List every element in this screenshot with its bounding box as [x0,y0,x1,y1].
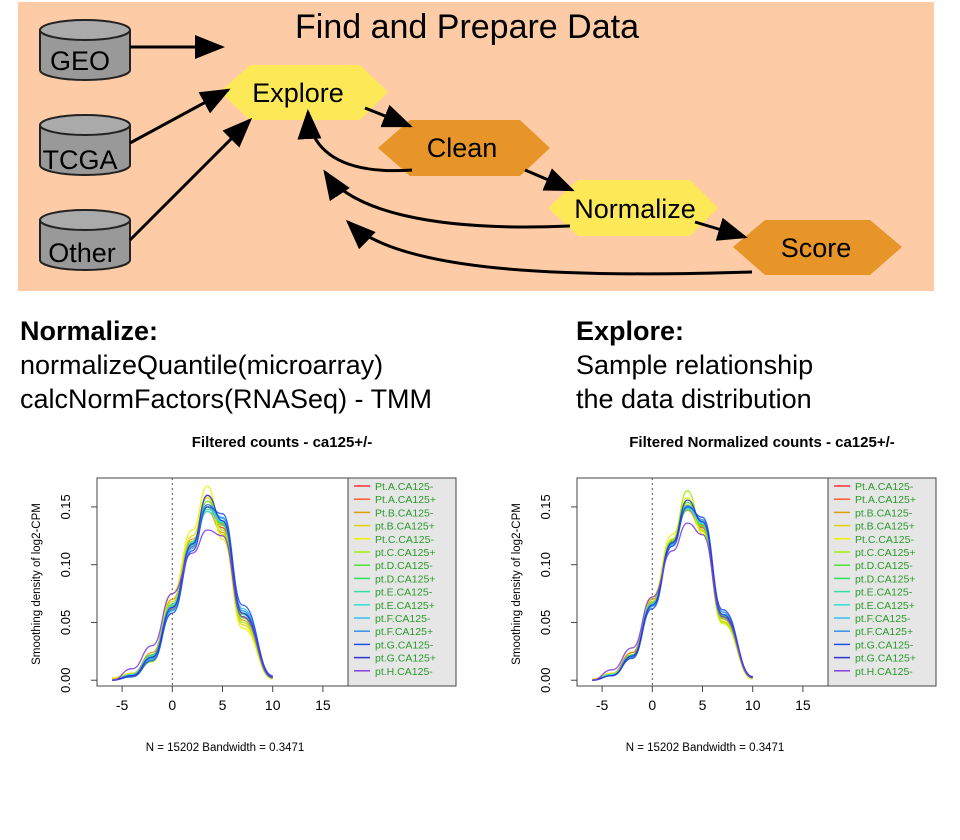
y-tick-label: 0.15 [538,494,553,519]
legend-label: pt.B.CA125+ [855,521,915,533]
legend-label: Pt.C.CA125- [375,534,434,546]
x-tick-label: 0 [648,697,656,713]
legend-label: pt.F.CA125+ [855,626,913,638]
step-normalize: Normalize [548,180,718,236]
y-tick-label: 0.10 [58,552,73,577]
legend-label: pt.H.CA125- [855,666,913,678]
legend-label: pt.E.CA125- [375,587,433,599]
density-plot-filtered: Filtered counts - ca125+/-Pt.A.CA125-Pt.… [31,434,457,754]
density-line [592,522,753,681]
legend-label: pt.F.CA125- [855,613,911,625]
database-tcga: TCGA [39,114,131,176]
arrow-explore-clean [364,104,413,128]
legend-label: pt.D.CA125+ [855,573,915,585]
legend-label: pt.G.CA125- [375,639,434,651]
legend-label: pt.G.CA125- [855,639,914,651]
arrow-normalize-explore [323,169,571,229]
normalize-heading: Normalize: [20,316,159,346]
database-label: TCGA [42,145,117,175]
y-tick-label: 0.15 [58,494,73,519]
explore-item-relationship: Sample relationship [576,350,814,380]
step-label: Clean [427,133,498,163]
legend-label: Pt.C.CA125- [855,534,914,546]
density-line [112,529,273,681]
step-score: Score [733,220,902,275]
y-axis-label: Smoothing density of log2-CPM [511,503,523,665]
legend-label: pt.D.CA125+ [375,573,435,585]
step-explore: Explore [220,65,388,120]
y-tick-label: 0.05 [538,610,553,635]
x-tick-label: 5 [219,697,227,713]
legend-label: Pt.B.CA125- [375,507,434,519]
y-tick-label: 0.00 [58,668,73,693]
legend-label: pt.E.CA125+ [375,600,435,612]
density-line [592,499,753,681]
density-line [112,506,273,681]
arrow-score-explore [345,219,753,276]
legend-label: pt.G.CA125+ [375,653,436,665]
x-tick-label: 10 [745,697,761,713]
database-geo: GEO [39,19,131,81]
legend-label: pt.E.CA125- [855,587,913,599]
chart-title: Filtered counts - ca125+/- [192,434,372,451]
x-tick-label: 0 [168,697,176,713]
x-axis-label: N = 15202 Bandwidth = 0.3471 [146,742,305,754]
explore-item-distribution: the data distribution [576,384,812,414]
legend-label: pt.G.CA125+ [855,653,916,665]
legend-label: Pt.A.CA125- [375,481,434,493]
flowchart-title: Find and Prepare Data [295,8,639,46]
x-tick-label: 15 [315,697,331,713]
y-tick-label: 0.10 [538,552,553,577]
legend-label: Pt.A.CA125+ [855,494,916,506]
step-label: Score [781,233,852,263]
legend-label: pt.C.CA125+ [855,547,915,559]
step-label: Normalize [574,194,696,224]
legend-label: Pt.A.CA125- [855,481,914,493]
chart-title: Filtered Normalized counts - ca125+/- [629,434,895,451]
legend-label: pt.F.CA125- [375,613,431,625]
x-tick-label: 10 [265,697,281,713]
y-axis-label: Smoothing density of log2-CPM [31,503,43,665]
legend-label: pt.B.CA125- [855,507,913,519]
x-axis-label: N = 15202 Bandwidth = 0.3471 [626,742,785,754]
x-tick-label: -5 [116,697,129,713]
legend-label: pt.B.CA125+ [375,521,435,533]
arrow-clean-explore [297,109,413,173]
legend-label: Pt.A.CA125+ [375,494,436,506]
plot-area [576,477,829,687]
x-tick-label: 15 [795,697,811,713]
database-other: Other [39,209,131,271]
arrow-normalize-score [694,217,748,241]
explore-heading: Explore: [576,316,685,346]
flowchart: Find and Prepare Data GEO TCGA Other Exp… [18,2,934,291]
x-tick-label: 5 [699,697,707,713]
density-plot-normalized: Filtered Normalized counts - ca125+/- Pt.… [511,434,937,754]
database-label: GEO [50,46,110,76]
legend-label: pt.C.CA125+ [375,547,435,559]
step-clean: Clean [378,120,550,176]
legend-label: pt.H.CA125- [375,666,433,678]
legend-label: pt.D.CA125- [855,560,913,572]
arrow-tcga-explore [129,88,231,145]
legend-label: pt.F.CA125+ [375,626,433,638]
plot-area [96,477,349,687]
step-label: Explore [252,78,344,108]
normalize-method-microarray: normalizeQuantile(microarray) [20,350,384,380]
database-label: Other [48,238,116,268]
legend-label: pt.D.CA125- [375,560,433,572]
arrow-other-explore [128,117,253,242]
normalize-method-rnaseq: calcNormFactors(RNASeq) - TMM [20,384,433,414]
x-tick-label: -5 [596,697,609,713]
legend-label: pt.E.CA125+ [855,600,915,612]
y-tick-label: 0.05 [58,610,73,635]
y-tick-label: 0.00 [538,668,553,693]
arrow-clean-normalize [524,168,575,192]
density-line [112,494,273,681]
